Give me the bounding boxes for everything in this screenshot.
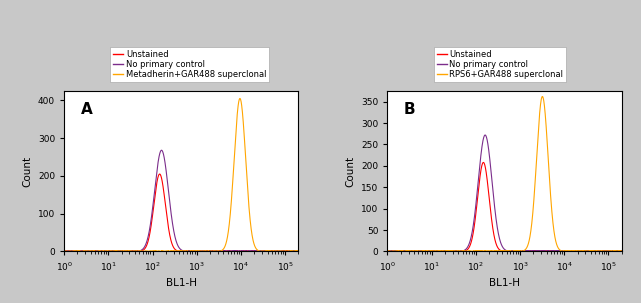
Y-axis label: Count: Count	[345, 156, 356, 187]
Y-axis label: Count: Count	[22, 156, 32, 187]
X-axis label: BL1-H: BL1-H	[489, 278, 520, 288]
Legend: Unstained, No primary control, RPS6+GAR488 superclonal: Unstained, No primary control, RPS6+GAR4…	[434, 47, 566, 82]
Text: B: B	[404, 102, 415, 117]
Text: A: A	[81, 102, 92, 117]
Legend: Unstained, No primary control, Metadherin+GAR488 superclonal: Unstained, No primary control, Metadheri…	[110, 47, 269, 82]
X-axis label: BL1-H: BL1-H	[166, 278, 197, 288]
